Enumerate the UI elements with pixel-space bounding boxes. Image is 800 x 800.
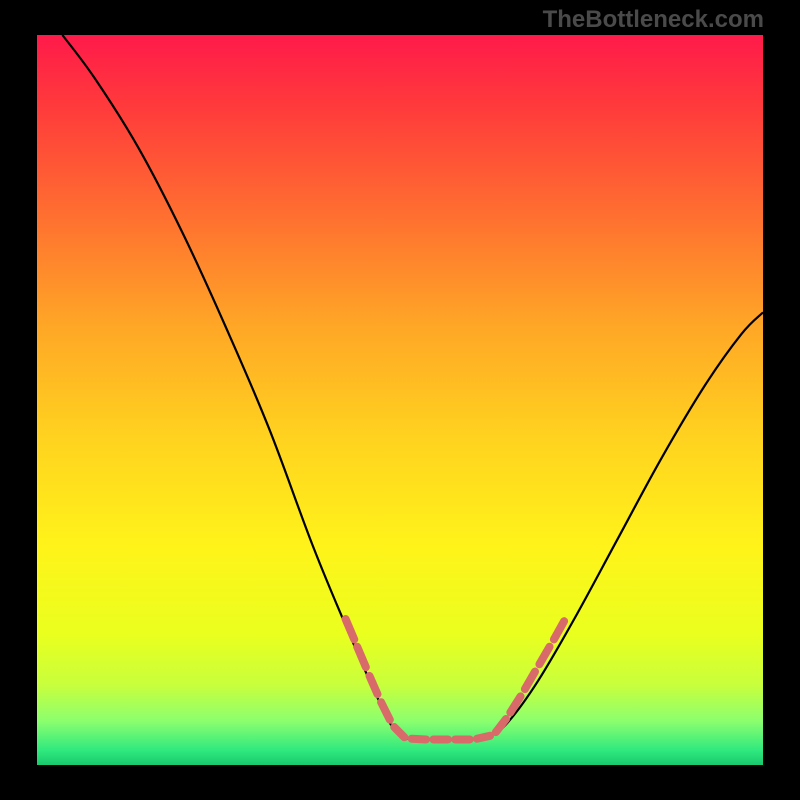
plot-gradient-rect xyxy=(37,35,763,765)
chart-frame: TheBottleneck.com xyxy=(0,0,800,800)
dash-marker xyxy=(412,739,427,740)
dash-marker xyxy=(477,736,490,739)
chart-svg xyxy=(0,0,800,800)
watermark-text: TheBottleneck.com xyxy=(543,6,764,34)
